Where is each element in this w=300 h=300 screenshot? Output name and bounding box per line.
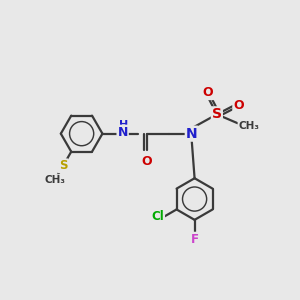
Text: CH₃: CH₃ xyxy=(44,175,65,185)
Text: O: O xyxy=(233,99,244,112)
Text: H: H xyxy=(118,120,128,130)
Text: S: S xyxy=(212,107,222,121)
Text: CH₃: CH₃ xyxy=(238,121,260,131)
Text: N: N xyxy=(118,126,128,139)
Text: O: O xyxy=(202,86,213,99)
Text: N: N xyxy=(186,127,197,141)
Text: F: F xyxy=(190,233,199,246)
Text: S: S xyxy=(59,159,67,172)
Text: Cl: Cl xyxy=(152,210,164,224)
Text: O: O xyxy=(142,155,152,168)
